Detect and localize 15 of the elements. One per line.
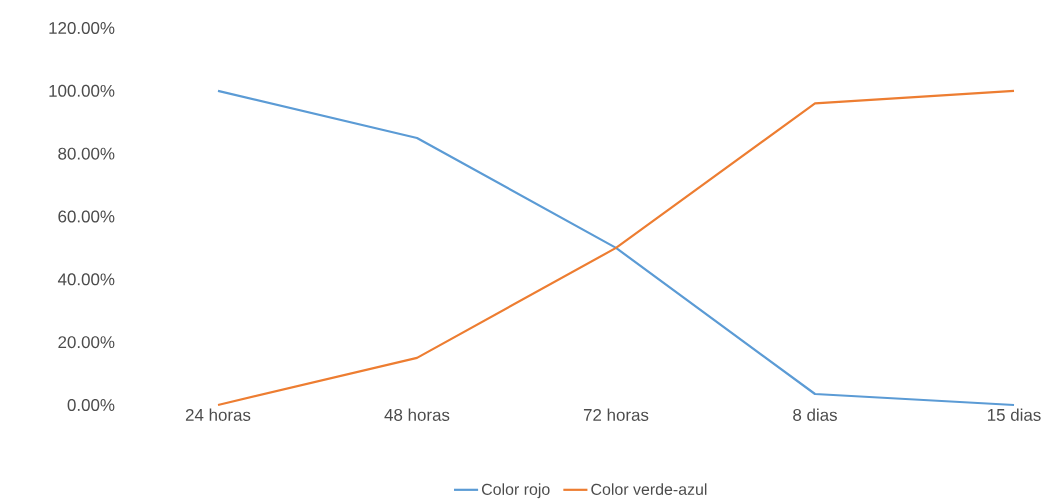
y-tick-label: 40.00% (57, 273, 115, 286)
x-tick-label: 24 horas (185, 408, 251, 421)
y-tick-label: 100.00% (49, 84, 115, 97)
y-tick-label: 80.00% (58, 147, 115, 160)
x-tick-label: 15 dias (988, 408, 1041, 421)
x-tick-label: 8 dias (793, 408, 837, 421)
y-tick-label: 20.00% (58, 336, 115, 349)
y-tick-label: 0.00% (67, 398, 115, 411)
legend-label: Color rojo (482, 483, 550, 499)
y-tick-label: 120.00% (49, 21, 115, 34)
y-tick-label: 60.00% (58, 210, 115, 223)
x-tick-label: 72 horas (583, 408, 649, 421)
line-series (216, 89, 1016, 407)
legend-label: Color verde-azul (591, 483, 707, 495)
x-tick-label: 48 horas (384, 408, 450, 421)
